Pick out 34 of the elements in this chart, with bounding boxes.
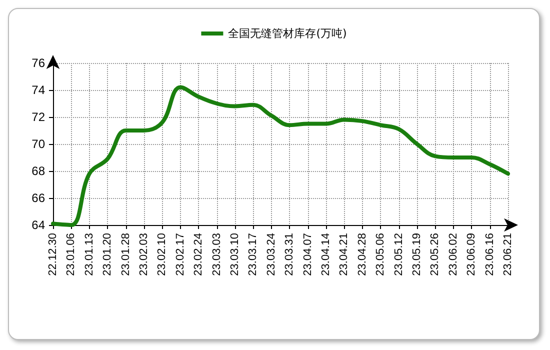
x-tick-label: 23.05.26 [429, 233, 442, 276]
x-tick-label: 23.02.03 [138, 233, 150, 276]
x-tick-label: 23.05.06 [374, 233, 387, 276]
x-tick-label: 23.03.10 [229, 233, 241, 276]
x-tick-label: 23.05.12 [392, 233, 405, 276]
x-tick-label: 23.02.10 [156, 233, 168, 276]
y-tick-label: 76 [32, 56, 46, 70]
y-tick-label: 64 [32, 218, 46, 232]
x-tick-label: 23.06.09 [466, 233, 478, 276]
x-tick-label: 23.03.17 [247, 233, 260, 276]
y-tick-label: 74 [32, 83, 46, 97]
x-tick-label: 23.01.06 [65, 233, 78, 276]
y-tick-label: 66 [32, 191, 46, 205]
y-tick-label: 70 [32, 137, 46, 151]
x-tick-label: 23.04.14 [320, 233, 332, 276]
x-tick-label: 23.03.24 [265, 233, 278, 276]
x-tick-label: 23.03.31 [284, 233, 296, 276]
x-tick-label: 23.05.19 [411, 233, 423, 276]
x-tick-label: 23.06.02 [447, 233, 460, 276]
x-tick-label: 23.01.13 [83, 233, 96, 276]
x-tick-label: 23.02.24 [192, 233, 205, 276]
x-tick-label: 23.01.28 [120, 233, 132, 276]
x-tick-label: 23.01.20 [102, 233, 114, 276]
x-tick-label: 23.04.21 [338, 233, 350, 276]
legend-label: 全国无缝管材库存(万吨) [228, 27, 347, 40]
y-tick-label: 68 [32, 164, 46, 178]
x-tick-label: 23.04.28 [356, 233, 368, 276]
y-tick-label: 72 [32, 110, 46, 124]
x-tick-label: 23.02.17 [174, 233, 186, 276]
x-tick-label: 23.03.03 [210, 233, 223, 276]
x-tick-label: 23.06.21 [502, 233, 514, 276]
x-tick-label: 23.06.16 [484, 233, 496, 276]
x-tick-label: 23.04.07 [302, 233, 314, 276]
x-tick-label: 22.12.30 [47, 233, 59, 276]
